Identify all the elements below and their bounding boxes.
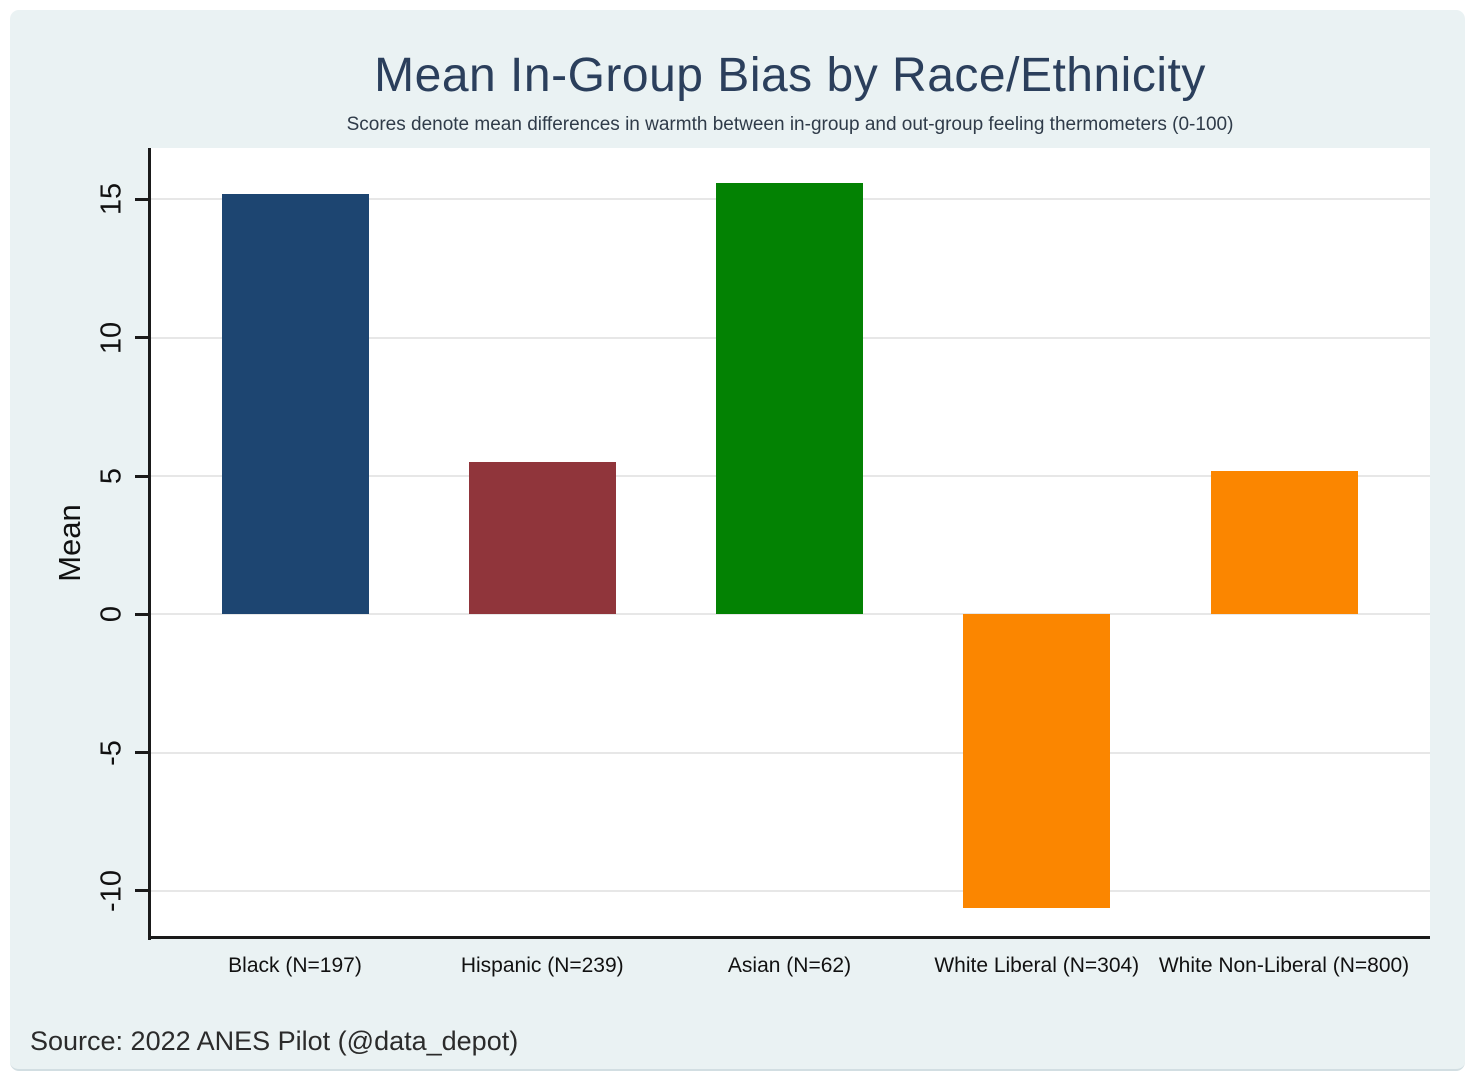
y-tick-mark: [135, 612, 148, 616]
y-tick-label: -5: [95, 739, 128, 766]
y-tick-label: 10: [95, 321, 128, 354]
bar-white: [963, 614, 1111, 908]
bar-asian: [716, 182, 863, 615]
x-category-label: White Liberal (N=304): [934, 954, 1140, 977]
chart-title: Mean In-Group Bias by Race/Ethnicity: [374, 49, 1206, 102]
bar-hispanic: [468, 462, 616, 615]
y-tick-label: 15: [95, 183, 128, 216]
gridline-y0: [150, 613, 1430, 616]
x-category-label: Hispanic (N=239): [460, 954, 624, 977]
bar-black: [221, 193, 369, 615]
y-tick-label: 5: [95, 467, 128, 485]
y-tick-label: 0: [95, 606, 128, 623]
gridline-y-5: [150, 751, 1430, 754]
x-axis-line: [148, 936, 1430, 939]
y-axis-title: Mean: [52, 504, 87, 582]
x-axis-labels: Black (N=197) Hispanic (N=239) Asian (N=62…: [150, 954, 1430, 984]
x-category-label: White Non-Liberal (N=800): [1158, 954, 1410, 977]
gridline-y-10: [150, 889, 1430, 892]
source-note: Source: 2022 ANES Pilot (@data_depot): [30, 1026, 519, 1056]
y-tick-mark: [135, 197, 148, 201]
y-tick-mark: [135, 751, 148, 755]
x-category-label: Black (N=197): [228, 954, 362, 977]
chart-subtitle: Scores denote mean differences in warmth…: [346, 114, 1234, 135]
plot-area: [150, 148, 1430, 938]
y-axis-line: [148, 148, 151, 940]
x-category-label: Asian (N=62): [727, 954, 852, 977]
bar-white: [1210, 470, 1358, 615]
y-axis: 15 10 5 0 -5 -10: [0, 148, 150, 938]
y-tick-mark: [135, 474, 148, 478]
y-tick-mark: [135, 889, 148, 893]
y-tick-mark: [135, 336, 148, 340]
y-tick-label: -10: [95, 870, 128, 912]
